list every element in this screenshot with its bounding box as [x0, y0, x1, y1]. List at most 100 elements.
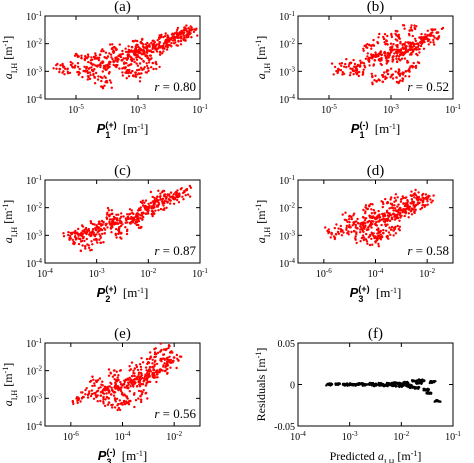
data-point — [91, 243, 94, 246]
data-point — [63, 67, 67, 70]
data-point — [131, 70, 134, 73]
data-point — [135, 49, 138, 53]
data-point — [136, 64, 140, 67]
data-point — [330, 233, 333, 236]
data-point — [138, 80, 142, 83]
data-point — [151, 195, 154, 199]
data-point — [371, 203, 374, 206]
data-point — [420, 32, 423, 36]
data-point — [145, 378, 149, 382]
data-point — [167, 358, 171, 362]
data-point — [394, 38, 397, 41]
data-point — [138, 385, 142, 388]
data-point — [394, 70, 397, 73]
data-point — [111, 406, 114, 409]
data-point — [133, 378, 136, 381]
data-point — [148, 380, 152, 383]
data-point — [349, 226, 352, 229]
data-point — [139, 200, 143, 204]
data-point — [362, 216, 365, 219]
data-point — [136, 68, 139, 72]
data-point — [374, 51, 377, 54]
data-point — [374, 74, 377, 78]
data-point — [375, 80, 378, 83]
data-point — [186, 33, 189, 37]
data-point — [108, 218, 112, 221]
points — [324, 188, 435, 248]
data-point — [176, 26, 180, 30]
data-point — [69, 63, 73, 67]
data-point — [125, 58, 129, 61]
data-point — [359, 228, 362, 231]
data-point — [381, 80, 385, 84]
data-point — [156, 195, 159, 198]
data-point — [195, 27, 198, 30]
data-point — [401, 77, 405, 81]
data-point — [387, 56, 390, 59]
data-point — [73, 54, 77, 57]
data-point — [87, 67, 91, 71]
data-point — [90, 62, 93, 65]
data-point — [368, 219, 371, 223]
data-point — [115, 370, 118, 373]
data-point — [389, 46, 392, 49]
data-point — [388, 213, 392, 216]
data-point — [389, 42, 393, 45]
data-point — [139, 208, 142, 212]
data-point — [399, 42, 402, 45]
plot-frame — [44, 179, 201, 264]
data-point — [113, 373, 116, 377]
data-point — [382, 37, 386, 41]
data-point — [144, 208, 147, 211]
data-point — [147, 375, 151, 378]
data-point — [372, 53, 375, 57]
data-point — [130, 58, 134, 61]
data-point — [353, 62, 357, 66]
data-point — [140, 214, 143, 217]
data-point — [378, 51, 382, 54]
data-point — [378, 215, 381, 218]
data-point — [131, 381, 134, 384]
data-point — [155, 197, 158, 201]
data-point — [385, 39, 388, 43]
data-point — [162, 50, 165, 53]
data-point — [381, 201, 385, 204]
data-point — [396, 52, 399, 55]
data-point — [416, 201, 420, 205]
data-point — [131, 221, 135, 224]
data-point — [173, 39, 177, 42]
data-point — [390, 217, 394, 221]
data-point — [399, 200, 403, 203]
data-point — [128, 390, 131, 393]
data-point — [81, 75, 84, 79]
data-point — [357, 74, 360, 78]
data-point — [92, 231, 95, 234]
x-tick-label: 10-4 — [37, 267, 53, 280]
data-point — [151, 39, 154, 42]
data-point — [135, 218, 138, 221]
data-point — [98, 377, 102, 380]
x-tick-label: 10-6 — [63, 430, 79, 443]
data-point — [117, 374, 120, 377]
data-point — [109, 227, 113, 230]
data-point — [326, 382, 329, 386]
data-point — [422, 192, 425, 196]
data-point — [181, 191, 185, 195]
data-point — [180, 355, 183, 358]
data-point — [127, 386, 130, 390]
data-point — [128, 365, 131, 368]
data-point — [176, 28, 179, 32]
data-point — [335, 223, 338, 226]
data-point — [81, 395, 85, 399]
data-point — [404, 196, 407, 200]
data-point — [137, 223, 140, 227]
data-point — [410, 45, 413, 48]
data-point — [142, 48, 145, 52]
data-point — [185, 24, 188, 27]
data-point — [372, 234, 375, 238]
data-point — [332, 73, 335, 76]
data-point — [151, 214, 154, 218]
data-point — [426, 29, 429, 32]
data-point — [120, 53, 123, 56]
